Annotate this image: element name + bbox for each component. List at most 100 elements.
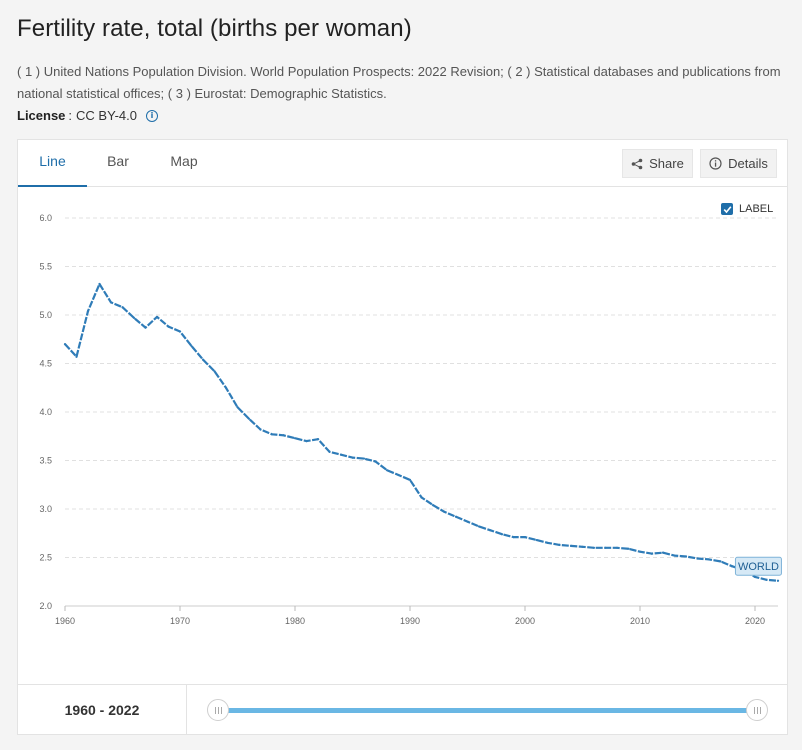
data-point (489, 529, 492, 532)
label-toggle[interactable]: LABEL (721, 203, 773, 215)
data-point (316, 438, 320, 441)
license-line: License : CC BY-4.0 i (17, 108, 158, 123)
tab-map[interactable]: Map (170, 153, 198, 169)
y-tick-label: 2.5 (39, 553, 52, 563)
x-tick-label: 2000 (515, 616, 535, 626)
license-value: CC BY-4.0 (76, 108, 137, 123)
data-point (627, 547, 630, 550)
data-point (581, 545, 584, 548)
data-point (305, 440, 308, 443)
x-tick-label: 1990 (400, 616, 420, 626)
chart-tabs: Line Bar Map Share (18, 140, 787, 187)
data-point (408, 478, 412, 481)
data-point (155, 315, 159, 319)
data-point (431, 504, 435, 507)
data-point (454, 515, 458, 518)
data-point (604, 546, 607, 549)
data-point (178, 330, 182, 333)
data-point (132, 316, 136, 320)
info-circle-icon (709, 157, 722, 170)
data-point (512, 536, 515, 539)
data-point (201, 358, 205, 361)
data-point (673, 554, 676, 557)
chart-card: Line Bar Map Share (17, 139, 788, 735)
data-point (293, 437, 297, 440)
range-slider-track[interactable] (218, 708, 756, 713)
data-point (121, 306, 124, 309)
data-point (477, 525, 481, 528)
data-point (270, 433, 274, 436)
data-point (638, 550, 642, 553)
data-point (466, 520, 469, 523)
data-point (213, 370, 216, 373)
data-point (765, 578, 768, 581)
share-button[interactable]: Share (622, 149, 693, 178)
sources-text: ( 1 ) United Nations Population Division… (17, 64, 781, 101)
data-point (362, 457, 366, 460)
x-tick-label: 2020 (745, 616, 765, 626)
series-line (64, 282, 779, 582)
info-icon[interactable]: i (145, 109, 158, 122)
range-bar: 1960 - 2022 (18, 684, 787, 735)
x-tick-label: 2010 (630, 616, 650, 626)
tab-bar[interactable]: Bar (107, 153, 129, 169)
data-point (63, 343, 67, 346)
x-tick-label: 1970 (170, 616, 190, 626)
range-handle-end[interactable] (746, 699, 768, 721)
data-point (75, 355, 78, 358)
data-point (661, 551, 665, 554)
data-point (385, 469, 389, 472)
data-point (351, 456, 354, 459)
data-point (420, 496, 423, 499)
y-tick-label: 4.0 (39, 407, 52, 417)
tab-line[interactable]: Line (18, 140, 87, 187)
data-point (753, 575, 757, 578)
data-point (569, 544, 573, 547)
data-point (397, 473, 400, 477)
data-point (236, 406, 239, 409)
details-label: Details (728, 156, 768, 171)
data-point (339, 453, 343, 456)
y-tick-label: 5.0 (39, 310, 52, 320)
range-handle-start[interactable] (207, 699, 229, 721)
share-label: Share (649, 156, 684, 171)
details-button[interactable]: Details (700, 149, 777, 178)
data-point (167, 325, 170, 328)
data-point (86, 310, 90, 313)
y-tick-label: 3.0 (39, 504, 52, 514)
data-point (443, 510, 446, 514)
series-label-box (734, 556, 782, 576)
data-point (650, 552, 653, 555)
data-point (224, 386, 228, 389)
data-point (144, 326, 147, 329)
y-tick-label: 4.5 (39, 359, 52, 369)
data-point (592, 546, 596, 549)
range-label: 1960 - 2022 (18, 685, 187, 735)
data-point (259, 428, 262, 431)
data-point (523, 536, 527, 539)
data-point (374, 460, 377, 463)
label-checkbox[interactable] (721, 203, 733, 215)
y-tick-label: 5.5 (39, 262, 52, 272)
x-tick-label: 1980 (285, 616, 305, 626)
line-chart: 2.0 2.5 3.0 3.5 4.0 4.5 5.0 5.5 6.0 1960 1970 1980 1… (39, 213, 782, 626)
license-label: License (17, 108, 66, 123)
data-point (109, 301, 113, 304)
data-point (282, 434, 285, 437)
data-point (684, 555, 688, 558)
label-toggle-text: LABEL (739, 203, 774, 215)
data-point (98, 282, 101, 286)
data-point (190, 344, 193, 348)
data-point (696, 557, 699, 560)
share-icon (631, 158, 643, 170)
data-point (558, 543, 561, 546)
license-separator: : (68, 108, 73, 123)
data-point (719, 560, 722, 563)
data-point (776, 579, 780, 582)
data-point (500, 533, 504, 536)
data-point (730, 565, 734, 568)
data-point (707, 558, 711, 561)
checkmark-icon (723, 205, 731, 213)
data-point (247, 417, 251, 420)
data-point (328, 450, 331, 453)
